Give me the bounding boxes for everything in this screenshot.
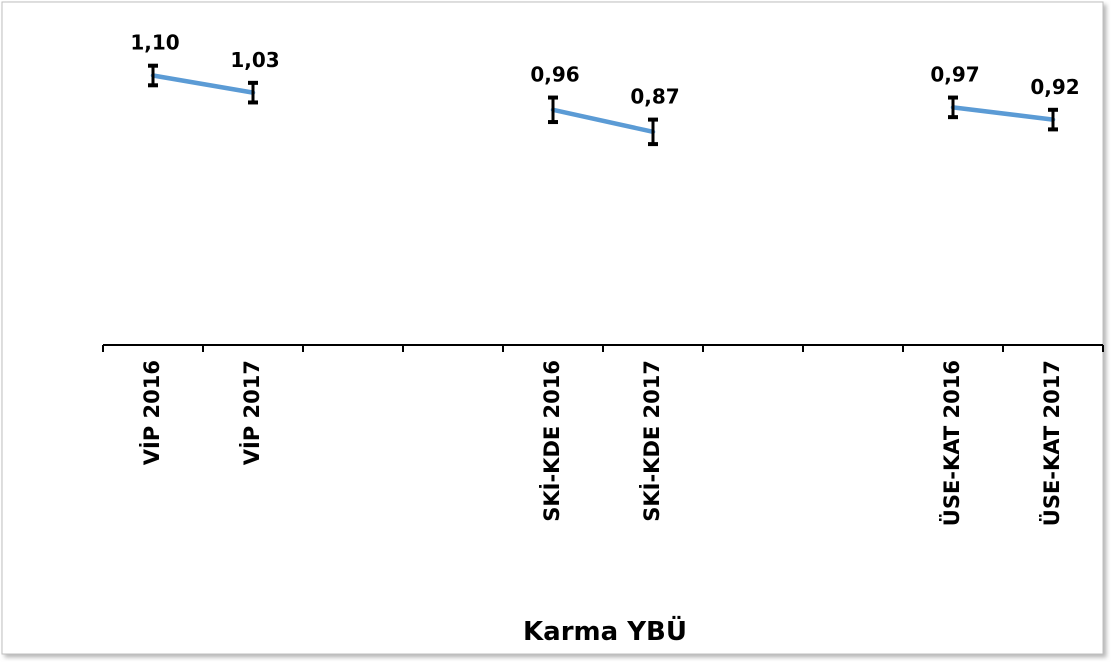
error-bar [548,95,558,125]
error-bar [648,117,658,147]
series-line [150,73,1056,135]
x-tick-label: VİP 2017 [239,360,264,465]
x-tick-label: VİP 2016 [139,360,164,465]
error-bar [1048,107,1058,132]
value-label: 1,03 [230,48,279,72]
x-tick-label: ÜSE-KAT 2016 [939,360,964,526]
value-label: 0,87 [630,85,679,109]
x-tick-label: SKİ-KDE 2016 [539,360,564,522]
value-label: 1,10 [130,31,179,55]
error-bar [248,80,258,105]
x-tick-label: SKİ-KDE 2017 [639,360,664,522]
value-label: 0,92 [1030,75,1079,99]
error-bar [148,63,158,88]
value-label: 0,96 [530,63,579,87]
x-axis-title: Karma YBÜ [523,614,687,647]
x-tick-label: ÜSE-KAT 2017 [1039,360,1064,526]
value-label: 0,97 [930,63,979,87]
error-bar [948,95,958,120]
